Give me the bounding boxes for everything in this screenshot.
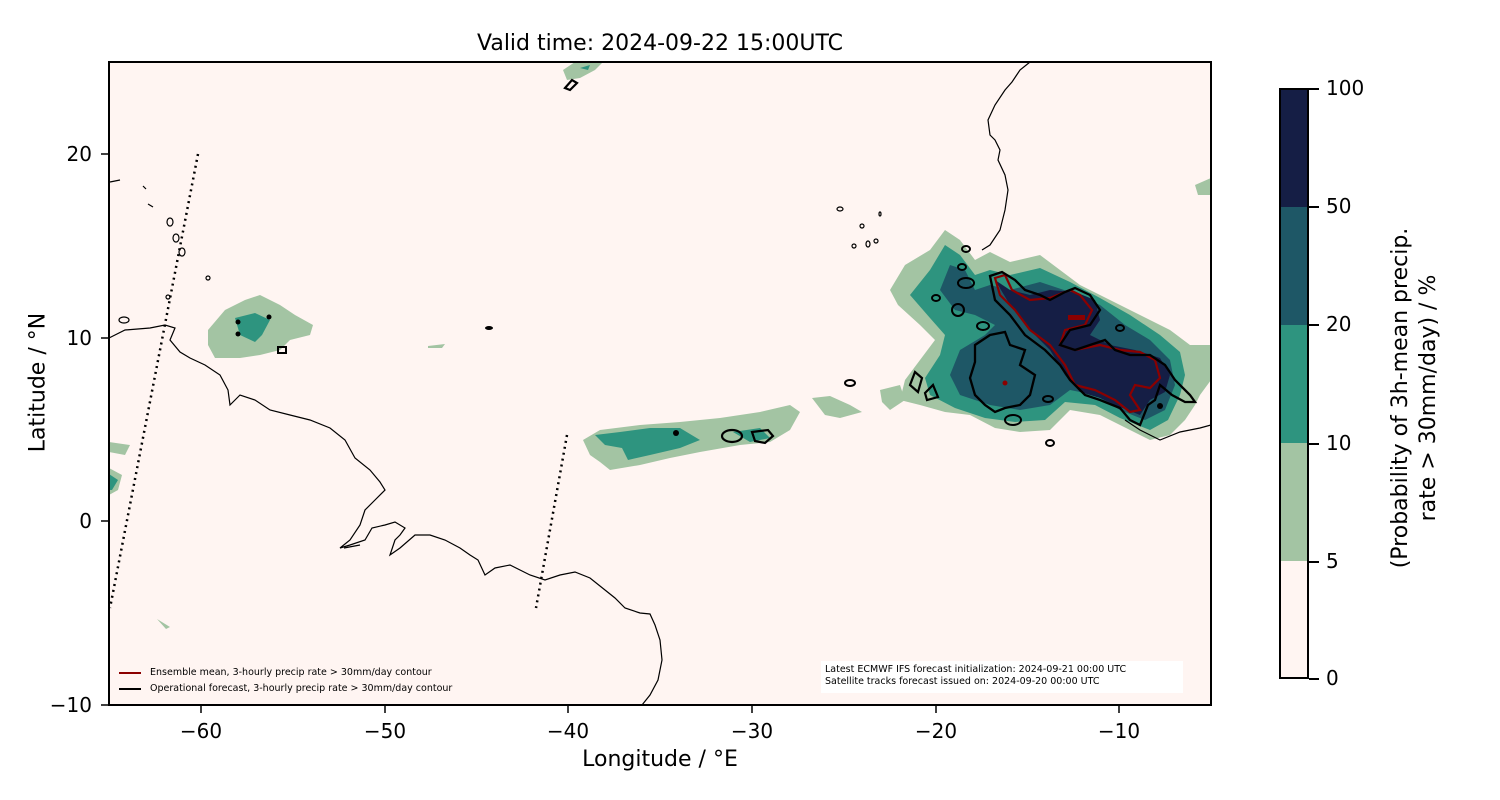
x-tick-label: −30 [730,719,774,743]
colorbar-tick [1309,678,1319,680]
y-axis-title: Latitude / °N [25,312,51,453]
legend-item-operational: Operational forecast, 3-hourly precip ra… [119,682,452,696]
x-ticks [200,705,1120,713]
y-tick-label: 20 [66,142,92,166]
colorbar-tick-label: 10 [1326,431,1352,455]
x-tick-label: −60 [179,719,223,743]
satellite-tracks [109,153,569,609]
x-axis-title: Longitude / °E [582,747,738,772]
colorbar-tick-label: 0 [1326,666,1339,690]
y-ticks [101,153,109,706]
precip-band-itcz [583,385,905,470]
satellite-issue-text: Satellite tracks forecast issued on: 202… [825,676,1100,687]
legend-item-ensemble: Ensemble mean, 3-hourly precip rate > 30… [119,666,432,680]
colorbar-tick [1309,324,1319,326]
colorbar-title-line: rate > 30mm/day) / % [1416,274,1441,522]
plot-title: Valid time: 2024-09-22 15:00UTC [477,31,843,56]
precip-cluster-west [208,295,493,358]
y-tick-label: 0 [79,509,92,533]
x-tick-label: −40 [546,719,590,743]
colorbar-level-10-20 [1281,325,1307,443]
x-tick-label: −50 [363,719,407,743]
colorbar-tick-label: 50 [1326,194,1352,218]
colorbar-level-20-50 [1281,207,1307,325]
colorbar-title-line: (Probability of 3h-mean precip. [1388,227,1413,569]
coastlines [109,62,1211,705]
y-tick-label: 10 [66,326,92,350]
forecast-info-box: Latest ECMWF IFS forecast initialization… [821,661,1183,693]
black-line-icon [119,687,141,690]
colorbar-tick-label: 100 [1326,76,1365,100]
y-tick-label: −10 [49,693,92,717]
colorbar-level-50-100 [1281,90,1307,207]
colorbar-title: (Probability of 3h-mean precip. rate > 3… [1387,198,1443,598]
colorbar-level-5-10 [1281,443,1307,561]
precip-cluster-east [844,230,1211,447]
red-line-icon [119,671,141,674]
legend: Ensemble mean, 3-hourly precip rate > 30… [113,663,513,699]
colorbar-tick-label: 5 [1326,549,1339,573]
colorbar-tick-label: 20 [1326,312,1352,336]
colorbar-tick [1309,561,1319,563]
init-time-text: Latest ECMWF IFS forecast initialization… [825,664,1127,675]
x-tick-label: −20 [914,719,958,743]
colorbar-tick [1309,206,1319,208]
plot-frame [108,61,1212,706]
colorbar-tick [1309,443,1319,445]
colorbar [1279,88,1309,679]
legend-label: Operational forecast, 3-hourly precip ra… [150,683,453,694]
x-tick-label: −10 [1097,719,1141,743]
colorbar-tick [1309,88,1319,90]
legend-label: Ensemble mean, 3-hourly precip rate > 30… [150,667,432,678]
colorbar-level-0-5 [1281,561,1307,677]
